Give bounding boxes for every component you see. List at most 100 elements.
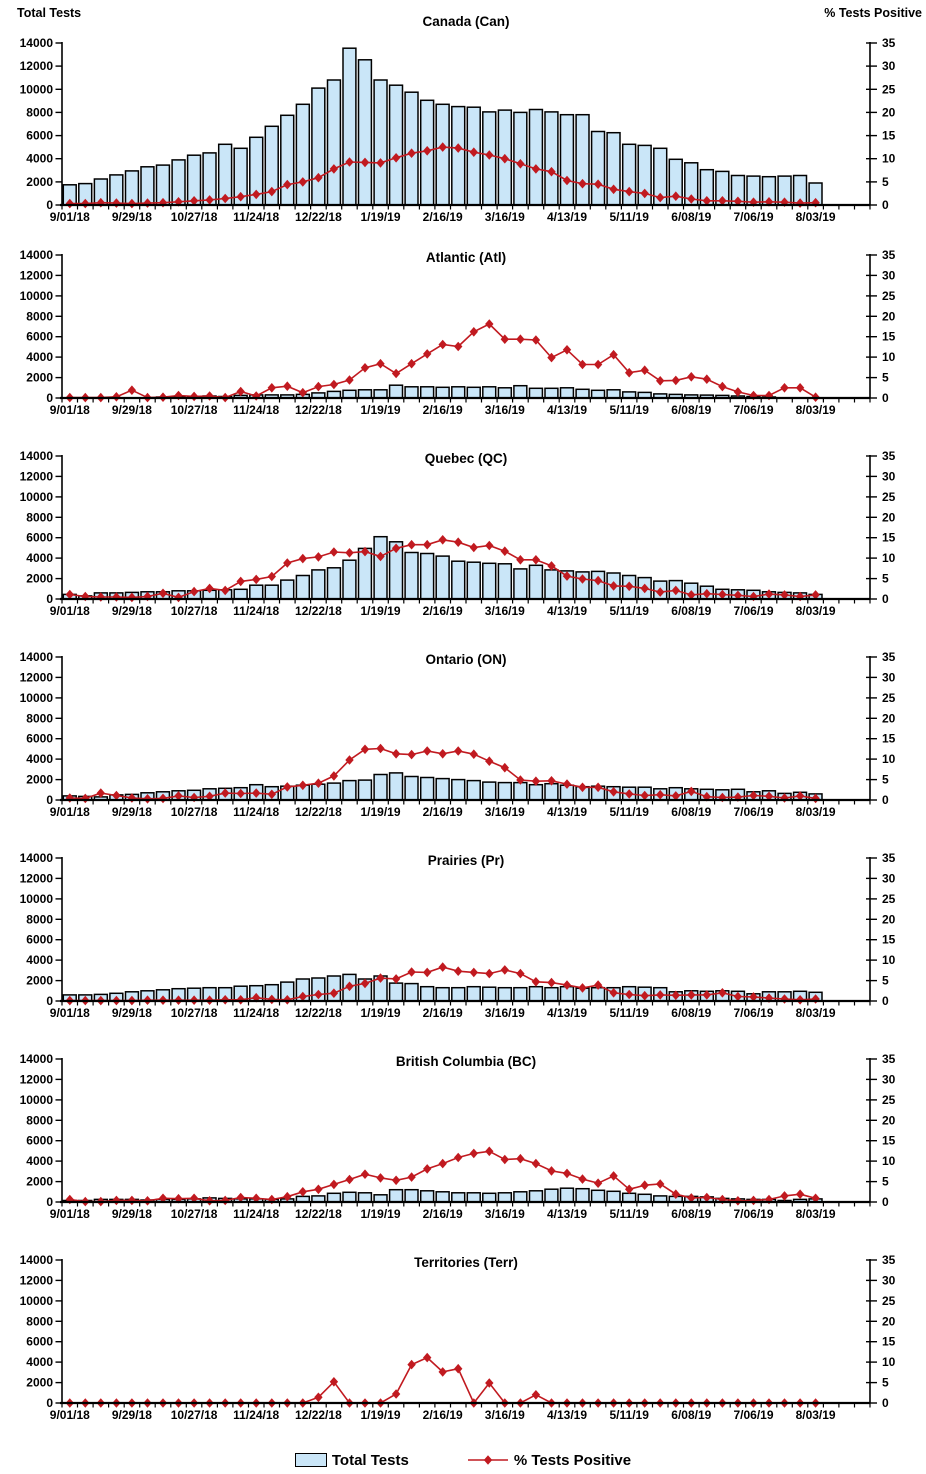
y-axis-left-label: 0 xyxy=(46,994,53,1008)
y-axis-right-label: 5 xyxy=(882,175,889,189)
total-tests-bar xyxy=(606,389,621,399)
x-axis-label: 9/01/18 xyxy=(50,403,90,417)
y-axis-left-label: 2000 xyxy=(26,974,53,988)
pct-positive-marker xyxy=(485,756,494,766)
y-axis-right-label: 0 xyxy=(882,1195,889,1209)
pct-positive-marker xyxy=(531,164,541,174)
pct-positive-marker xyxy=(593,980,603,990)
x-axis-label: 6/08/19 xyxy=(671,210,711,224)
pct-positive-marker xyxy=(469,967,478,978)
y-axis-left-label: 2000 xyxy=(26,371,53,385)
y-axis-left-label: 2000 xyxy=(26,773,53,787)
pct-positive-marker xyxy=(205,791,214,802)
x-axis-label: 5/11/19 xyxy=(610,604,650,618)
y-axis-right-label: 30 xyxy=(882,469,896,483)
pct-positive-marker xyxy=(267,789,276,800)
x-axis-label: 8/03/19 xyxy=(796,210,836,224)
pct-positive-marker xyxy=(671,375,680,386)
pct-positive-marker xyxy=(189,1193,199,1204)
pct-positive-marker xyxy=(189,196,199,206)
total-tests-bar xyxy=(435,386,450,399)
y-axis-left-label: 12000 xyxy=(20,670,54,684)
pct-positive-marker xyxy=(656,587,665,597)
total-tests-bar xyxy=(513,1191,528,1203)
pct-positive-marker xyxy=(500,762,509,773)
pct-positive-marker xyxy=(283,179,292,190)
x-axis-label: 1/19/19 xyxy=(360,805,400,819)
pct-positive-marker xyxy=(469,147,478,157)
y-axis-left-label: 0 xyxy=(46,1195,53,1209)
pct-positive-marker xyxy=(687,590,696,600)
pct-positive-marker xyxy=(360,157,370,168)
total-tests-bar xyxy=(357,779,373,801)
y-axis-left-label: 6000 xyxy=(26,531,53,545)
pct-positive-marker xyxy=(562,571,572,581)
pct-positive-marker xyxy=(780,383,789,393)
y-axis-left-label: 6000 xyxy=(26,330,53,344)
pct-positive-marker xyxy=(687,194,696,204)
y-axis-left-label: 0 xyxy=(46,793,53,807)
total-tests-bar xyxy=(544,986,559,1002)
y-axis-left-label: 10000 xyxy=(20,490,54,504)
y-axis-right-label: 15 xyxy=(882,1335,896,1349)
chart-title: Ontario (ON) xyxy=(426,652,507,667)
x-axis-label: 10/27/18 xyxy=(171,805,218,819)
y-axis-right-label: 0 xyxy=(882,793,889,807)
y-axis-right-label: 25 xyxy=(882,1093,896,1107)
pct-positive-marker xyxy=(283,381,292,391)
pct-positive-marker xyxy=(143,1196,152,1206)
total-tests-bar xyxy=(544,387,559,399)
pct-positive-marker xyxy=(143,794,152,804)
pct-positive-marker xyxy=(485,1378,494,1388)
y-axis-left-label: 4000 xyxy=(26,1355,53,1369)
y-axis-left-label: 14000 xyxy=(20,36,54,50)
pct-positive-marker xyxy=(578,782,587,793)
x-axis-label: 4/13/19 xyxy=(547,403,587,417)
y-axis-left-label: 6000 xyxy=(26,129,53,143)
pct-positive-marker xyxy=(609,787,618,797)
pct-positive-marker xyxy=(764,791,774,802)
y-axis-right-label: 25 xyxy=(882,82,896,96)
total-tests-bar xyxy=(497,387,513,399)
x-axis-label: 2/16/19 xyxy=(423,210,463,224)
pct-positive-marker xyxy=(547,352,556,363)
pct-positive-marker xyxy=(562,1168,572,1179)
pct-positive-marker xyxy=(687,990,696,1000)
pct-positive-marker xyxy=(329,988,339,998)
y-axis-right-label: 0 xyxy=(882,592,889,606)
pct-positive-marker xyxy=(391,543,401,554)
y-axis-right-label: 25 xyxy=(882,289,896,303)
y-axis-right-label: 30 xyxy=(882,1072,896,1086)
y-axis-left-label: 4000 xyxy=(26,1154,53,1168)
pct-positive-marker xyxy=(236,386,245,397)
total-tests-bar xyxy=(388,772,404,801)
pct-positive-marker xyxy=(640,990,649,1001)
total-tests-bar xyxy=(590,130,606,206)
pct-positive-marker xyxy=(702,588,711,599)
total-tests-bar xyxy=(326,79,342,206)
x-axis-label: 4/13/19 xyxy=(547,1408,587,1422)
y-axis-left-label: 2000 xyxy=(26,1376,53,1390)
y-axis-right-label: 10 xyxy=(882,752,896,766)
x-axis-label: 10/27/18 xyxy=(171,1006,218,1020)
y-axis-right-label: 30 xyxy=(882,670,896,684)
x-axis-label: 6/08/19 xyxy=(671,403,711,417)
x-axis-label: 10/27/18 xyxy=(171,210,218,224)
y-axis-right-label: 5 xyxy=(882,773,889,787)
pct-positive-marker xyxy=(640,1180,649,1190)
x-axis-label: 7/06/19 xyxy=(733,1408,773,1422)
total-tests-bar xyxy=(575,113,590,206)
x-axis-label: 7/06/19 xyxy=(733,805,773,819)
pct-positive-marker xyxy=(718,1194,727,1205)
pct-positive-marker xyxy=(252,574,261,585)
y-axis-right-label: 10 xyxy=(882,953,896,967)
total-tests-bar xyxy=(295,574,311,600)
pct-positive-marker xyxy=(267,383,276,393)
total-tests-bar xyxy=(373,773,388,801)
pct-positive-marker xyxy=(376,743,385,754)
x-axis-label: 6/08/19 xyxy=(671,1006,711,1020)
y-axis-left-label: 8000 xyxy=(26,711,53,725)
pct-positive-marker xyxy=(360,363,370,373)
pct-positive-marker xyxy=(298,780,307,791)
x-axis-label: 10/27/18 xyxy=(171,1408,218,1422)
